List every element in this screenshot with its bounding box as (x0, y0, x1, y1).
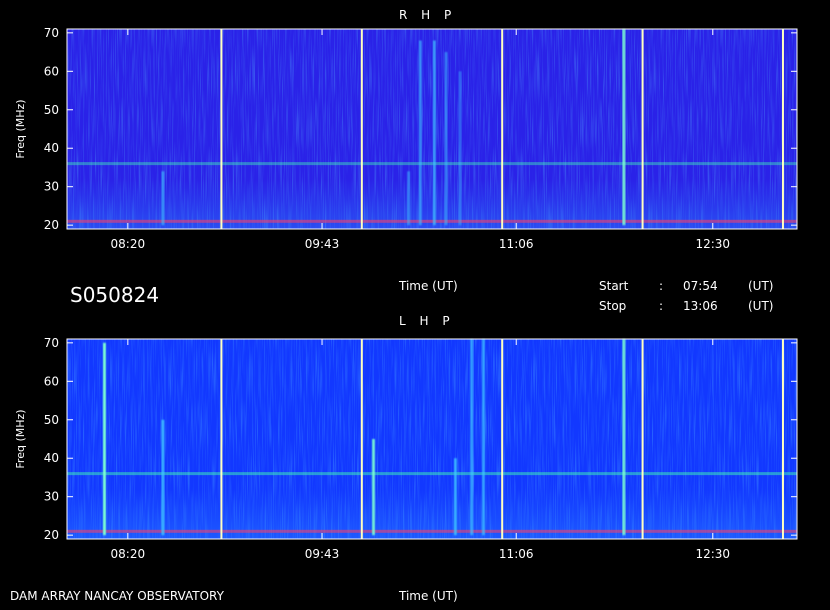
rhp-burst-4 (444, 52, 448, 226)
lhp-frame (66, 338, 798, 540)
lhp-ytick-label: 70 (44, 336, 59, 350)
rhp-burst-6 (622, 29, 626, 226)
rhp-band-0 (67, 162, 797, 166)
lhp-ytick-label: 20 (44, 528, 59, 542)
lhp-ytick-label: 40 (44, 451, 59, 465)
rhp-ytick-label: 40 (44, 141, 59, 155)
rhp-xtick-label: 12:30 (695, 237, 730, 251)
lhp-burst-4 (470, 339, 474, 536)
lhp-burst-1 (161, 419, 165, 536)
rhp-burst-1 (407, 171, 411, 226)
lhp-xtick-label: 11:06 (499, 547, 534, 561)
rhp-burst-3 (432, 40, 436, 226)
lhp-burst-6 (622, 339, 626, 536)
lhp-title: L H P (399, 314, 455, 328)
stop-separator: : (659, 299, 664, 313)
start-unit: (UT) (748, 279, 774, 293)
rhp-frame (66, 28, 798, 230)
rhp-ytick-label: 50 (44, 103, 59, 117)
lhp-ytick-label: 30 (44, 490, 59, 504)
lhp-burst-3 (453, 458, 457, 536)
time-axis-label-top: Time (UT) (399, 279, 458, 293)
rhp-ytick-label: 60 (44, 64, 59, 78)
time-axis-label-bottom: Time (UT) (399, 589, 458, 603)
rhp-xtick-label: 11:06 (499, 237, 534, 251)
observation-id: S050824 (70, 283, 160, 307)
lhp-ytick-label: 60 (44, 374, 59, 388)
rhp-band-1 (67, 219, 797, 223)
rhp-xtick-label: 09:43 (305, 237, 340, 251)
stop-label: Stop (599, 299, 627, 313)
rhp-xtick-label: 08:20 (111, 237, 146, 251)
rhp-ytick-label: 20 (44, 218, 59, 232)
lhp-xtick-label: 12:30 (695, 547, 730, 561)
stop-unit: (UT) (748, 299, 774, 313)
rhp-burst-2 (418, 40, 422, 226)
rhp-ytick-label: 70 (44, 26, 59, 40)
rhp-panel (66, 28, 798, 230)
lhp-xtick-label: 08:20 (111, 547, 146, 561)
lhp-burst-0 (102, 342, 106, 536)
start-separator: : (659, 279, 664, 293)
lhp-burst-2 (372, 439, 376, 536)
lhp-panel (66, 338, 798, 540)
rhp-ylabel: Freq (MHz) (14, 99, 27, 158)
lhp-band-0 (67, 472, 797, 476)
rhp-burst-0 (161, 171, 165, 226)
lhp-band-1 (67, 529, 797, 533)
lhp-ytick-label: 50 (44, 413, 59, 427)
stop-time: 13:06 (683, 299, 718, 313)
rhp-title: R H P (399, 8, 457, 22)
lhp-xtick-label: 09:43 (305, 547, 340, 561)
rhp-ytick-label: 30 (44, 180, 59, 194)
start-time: 07:54 (683, 279, 718, 293)
rhp-burst-5 (458, 71, 462, 226)
start-label: Start (599, 279, 629, 293)
instrument-label: DAM ARRAY NANCAY OBSERVATORY (10, 589, 224, 603)
lhp-burst-5 (481, 339, 485, 536)
lhp-ylabel: Freq (MHz) (14, 409, 27, 468)
